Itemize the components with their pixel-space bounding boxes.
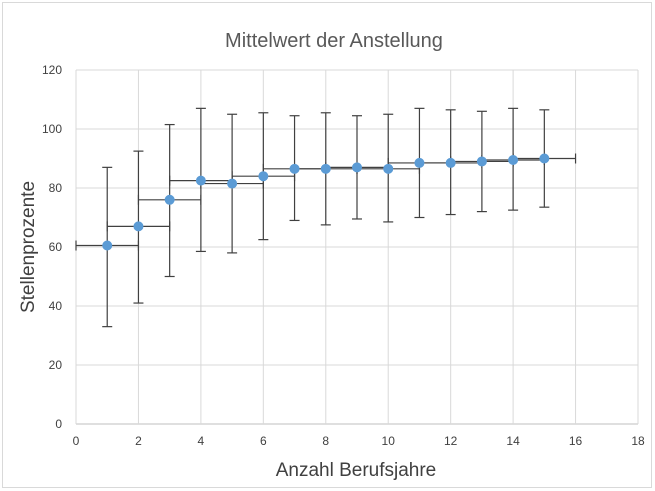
data-point <box>164 194 175 205</box>
x-tick-label: 16 <box>569 434 583 448</box>
y-tick-label: 20 <box>49 358 63 372</box>
x-tick-label: 6 <box>260 434 267 448</box>
x-tick-label: 4 <box>198 434 205 448</box>
y-axis-label: Stellenprozente <box>18 181 39 313</box>
y-tick-label: 100 <box>42 122 62 136</box>
x-tick-label: 8 <box>322 434 329 448</box>
data-point <box>539 153 550 164</box>
x-tick-label: 12 <box>444 434 458 448</box>
data-point <box>383 163 394 174</box>
y-tick-label: 120 <box>42 63 62 77</box>
data-point <box>445 157 456 168</box>
data-point <box>476 156 487 167</box>
x-tick-label: 2 <box>135 434 142 448</box>
data-points <box>102 153 550 251</box>
y-tick-label: 40 <box>49 299 63 313</box>
x-tick-label: 18 <box>631 434 645 448</box>
data-point <box>352 162 362 173</box>
y-tick-label: 0 <box>55 417 62 431</box>
x-tick-label: 0 <box>73 434 80 448</box>
x-tick-label: 14 <box>506 434 520 448</box>
data-point <box>414 157 425 168</box>
tick-labels: 0 20 40 60 80 100 120 0 2 4 6 8 10 12 14 16 18 <box>42 63 645 448</box>
x-tick-label: 10 <box>382 434 396 448</box>
data-point <box>320 163 331 174</box>
y-tick-label: 60 <box>49 240 63 254</box>
data-point <box>289 163 300 174</box>
data-point <box>258 171 269 182</box>
data-point <box>227 178 238 189</box>
data-point <box>133 221 144 232</box>
x-axis-label: Anzahl Berufsjahre <box>276 460 437 481</box>
y-tick-label: 80 <box>49 181 63 195</box>
data-point <box>195 175 206 186</box>
data-point <box>102 240 113 251</box>
data-point <box>508 154 519 165</box>
chart-title: Mittelwert der Anstellung <box>225 30 443 52</box>
